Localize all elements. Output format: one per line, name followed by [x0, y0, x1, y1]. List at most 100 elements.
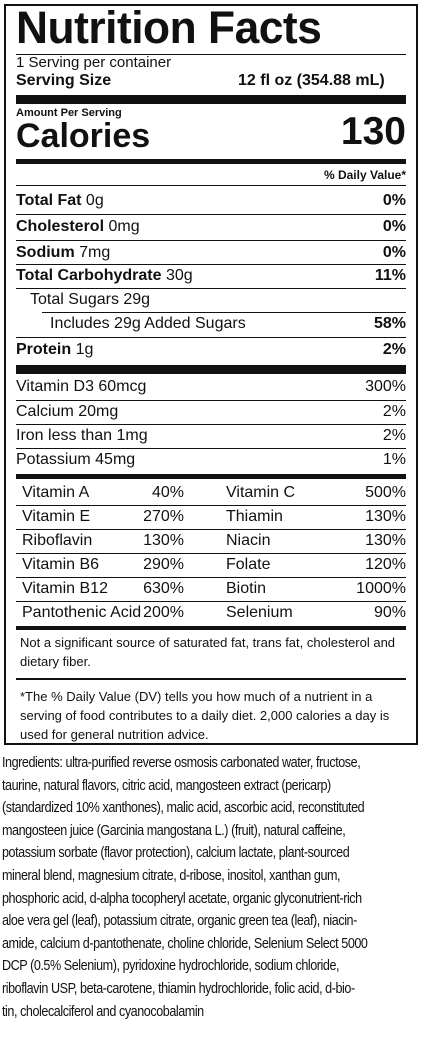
vitamin-grid-dv: 40% — [151, 484, 184, 501]
vitamin-grid-name: Pantothenic Acid — [22, 604, 142, 621]
divider — [16, 337, 406, 338]
ingredients-line: riboflavin USP, beta-carotene, thiamin h… — [2, 980, 355, 997]
divider — [42, 312, 406, 313]
nutrient-name: Sodium — [16, 244, 75, 261]
amount-per-serving: Amount Per Serving — [16, 107, 122, 119]
divider — [16, 185, 406, 186]
divider — [16, 288, 406, 289]
nutrient-name: Protein — [16, 341, 72, 358]
thick-divider — [16, 365, 406, 374]
vitamin-grid-row: Riboflavin 130% Niacin 130% — [16, 530, 406, 552]
vitamin-grid-name: Vitamin B12 — [22, 580, 108, 597]
vitamin-grid-dv: 120% — [365, 556, 406, 573]
nutrient-amount: 0mg — [104, 218, 140, 235]
vitamin-grid-name: Vitamin E — [22, 508, 91, 525]
nutrition-facts-panel: Nutrition Facts 1 Serving per container … — [4, 2, 418, 745]
vitamin-grid-dv: 1000% — [356, 580, 406, 597]
vitamin-dv: 1% — [382, 451, 406, 468]
ingredients-line: aloe vera gel (leaf), potassium citrate,… — [2, 913, 357, 930]
vitamin-grid-dv: 500% — [365, 484, 406, 501]
ingredients-line: mineral blend, magnesium citrate, d-ribo… — [2, 867, 341, 884]
vitamin-grid-dv: 270% — [143, 508, 184, 525]
vitamin-grid-dv: 200% — [143, 604, 184, 621]
nutrient-amount: 7mg — [74, 244, 111, 261]
vitamin-label: Calcium 20mg — [16, 403, 119, 420]
nutrient-name: Total Fat — [16, 192, 82, 209]
vitamin-grid-dv: 630% — [143, 580, 184, 597]
vitamin-label: Iron less than 1mg — [16, 427, 148, 444]
divider — [16, 577, 406, 578]
vitamin-dv: 2% — [382, 427, 406, 444]
nutrient-row-protein: Protein 1g 2% — [16, 339, 406, 361]
nutrient-amount: 1g — [71, 341, 94, 358]
ingredients-line: Ingredients: ultra-purified reverse osmo… — [2, 755, 361, 771]
nutrient-row-total-sugars: Total Sugars 29g — [30, 289, 406, 311]
vitamin-grid-row: Pantothenic Acid 200% Selenium 90% — [16, 602, 406, 624]
calories-row: Calories 130 — [16, 112, 406, 156]
divider — [16, 214, 406, 215]
nutrient-name: Total Carbohydrate — [16, 267, 162, 284]
ingredients-line: mangosteen juice (Garcinia mangostana L.… — [2, 822, 346, 839]
vitamin-grid-name: Selenium — [226, 604, 293, 621]
divider — [16, 54, 406, 55]
calories-value: 130 — [340, 110, 406, 153]
medium-divider — [16, 159, 406, 164]
divider — [16, 264, 406, 265]
panel-title: Nutrition Facts — [16, 2, 322, 53]
vitamin-row: Calcium 20mg 2% — [16, 401, 406, 423]
ingredients-line: tin, cholecalciferol and cyanocobalamin — [2, 1003, 204, 1020]
vitamin-grid-row: Vitamin B12 630% Biotin 1000% — [16, 578, 406, 600]
nutrient-dv: 0% — [382, 218, 406, 235]
vitamin-dv: 2% — [382, 403, 406, 420]
divider — [16, 553, 406, 554]
nutrient-row-sodium: Sodium 7mg 0% — [16, 242, 406, 264]
ingredients-line: phosphoric acid, d-alpha tocopheryl acet… — [2, 890, 362, 907]
divider — [16, 529, 406, 530]
ingredients-line: amide, calcium d-pantothenate, choline c… — [2, 935, 368, 952]
ingredients-line: DCP (0.5% Selenium), pyridoxine hydrochl… — [2, 958, 340, 975]
vitamin-grid-dv: 130% — [143, 532, 184, 549]
vitamin-grid-dv: 90% — [373, 604, 406, 621]
vitamin-grid-dv: 130% — [365, 532, 406, 549]
vitamin-grid-row: Vitamin A 40% Vitamin C 500% — [16, 482, 406, 504]
nutrient-dv: 11% — [374, 267, 406, 284]
daily-value-header: % Daily Value* — [323, 168, 406, 182]
medium-divider — [16, 626, 406, 630]
not-significant-note: Not a significant source of saturated fa… — [20, 635, 396, 669]
vitamin-grid-row: Vitamin B6 290% Folate 120% — [16, 554, 406, 576]
nutrient-row-total-carbohydrate: Total Carbohydrate 30g 11% — [16, 265, 406, 287]
ingredients-list: Ingredients: ultra-purified reverse osmo… — [2, 752, 422, 1023]
ingredients-line: taurine, natural flavors, citric acid, m… — [2, 777, 331, 794]
vitamin-row: Vitamin D3 60mcg 300% — [16, 376, 406, 398]
calories-label: Calories — [16, 117, 151, 155]
daily-value-footnote: *The % Daily Value (DV) tells you how mu… — [20, 689, 390, 742]
vitamin-label: Potassium 45mg — [16, 451, 136, 468]
divider — [16, 400, 406, 401]
vitamin-grid-dv: 290% — [143, 556, 184, 573]
nutrient-dv: 0% — [382, 192, 406, 209]
nutrient-row-cholesterol: Cholesterol 0mg 0% — [16, 216, 406, 238]
medium-divider — [16, 474, 406, 479]
serving-size-label: Serving Size — [16, 72, 112, 89]
nutrient-amount: 30g — [161, 267, 193, 284]
vitamin-grid-name: Niacin — [226, 532, 271, 549]
ingredients-line: potassium sorbate (flavor protection), c… — [2, 845, 350, 862]
vitamin-label: Vitamin D3 60mcg — [16, 378, 147, 395]
thick-divider — [16, 95, 406, 104]
divider — [16, 424, 406, 425]
divider — [16, 505, 406, 506]
nutrient-dv: 2% — [382, 341, 406, 358]
divider — [16, 240, 406, 241]
nutrient-name: Total Sugars 29g — [30, 291, 151, 308]
vitamin-grid-name: Vitamin B6 — [22, 556, 100, 573]
vitamin-row: Potassium 45mg 1% — [16, 449, 406, 471]
nutrient-dv: 0% — [382, 244, 406, 261]
vitamin-grid-name: Thiamin — [226, 508, 283, 525]
divider — [16, 601, 406, 602]
vitamin-grid-name: Biotin — [226, 580, 267, 597]
servings-per-container: 1 Serving per container — [16, 54, 172, 71]
vitamin-grid-name: Vitamin A — [22, 484, 90, 501]
divider — [16, 678, 406, 680]
vitamin-grid-name: Folate — [226, 556, 271, 573]
serving-size-row: Serving Size 12 fl oz (354.88 mL) — [16, 70, 406, 92]
